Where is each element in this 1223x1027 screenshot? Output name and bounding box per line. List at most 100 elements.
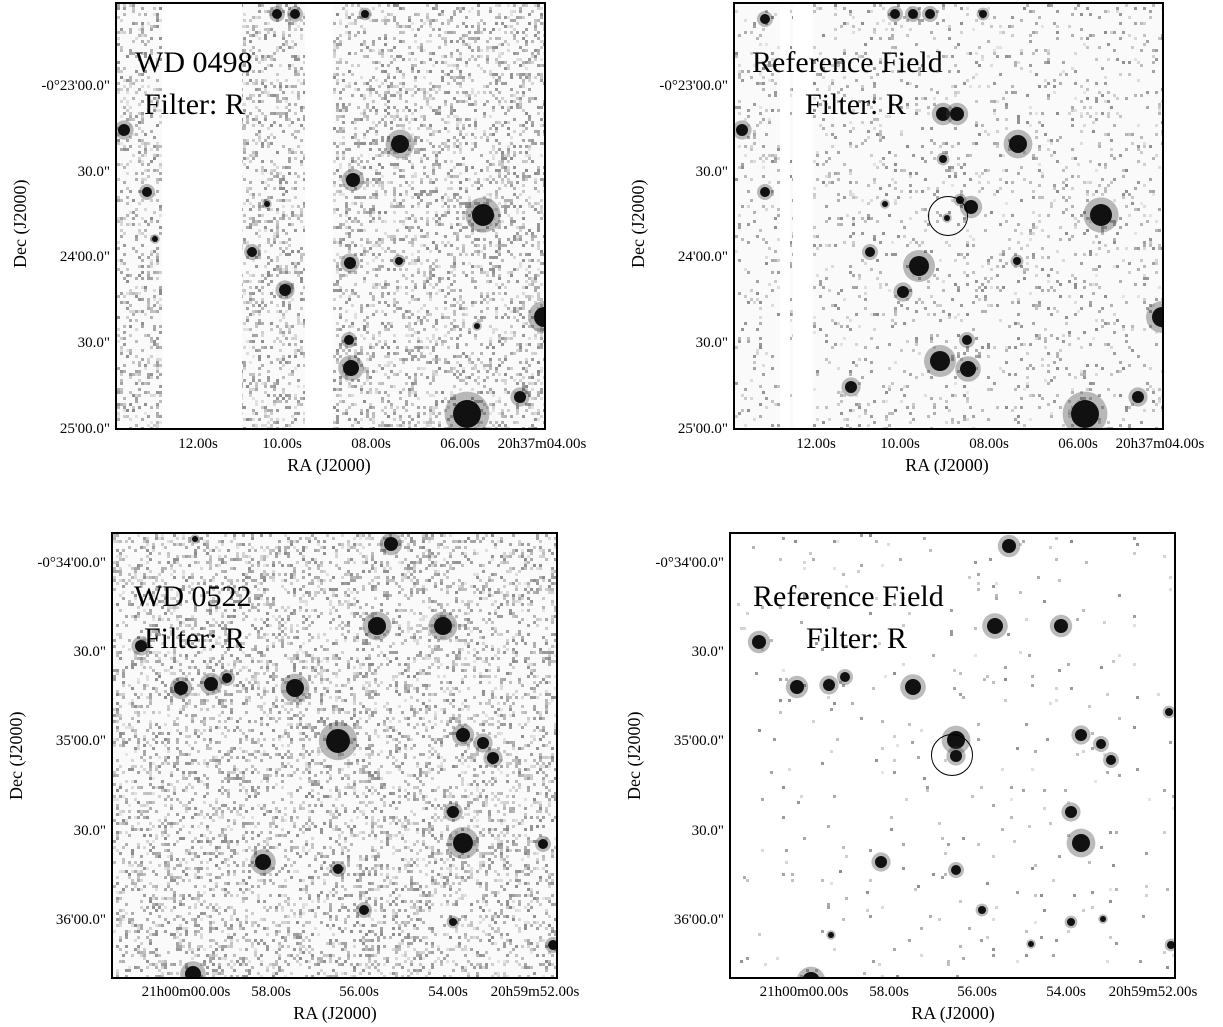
star <box>204 677 218 691</box>
star <box>909 256 929 276</box>
y-tick: 30.0" <box>73 644 106 660</box>
x-tick: 20h59m52.00s <box>1108 984 1198 1000</box>
y-tick: 35'00.0" <box>673 733 724 749</box>
chip-gap <box>305 4 333 428</box>
star <box>264 201 270 207</box>
star <box>760 187 770 197</box>
star <box>930 351 950 371</box>
star <box>453 400 481 428</box>
star <box>174 681 188 695</box>
star <box>962 335 972 345</box>
star <box>925 9 935 19</box>
y-tick: 24'00.0" <box>677 249 728 265</box>
object-label: WD 0522 <box>134 580 252 613</box>
star <box>346 173 360 187</box>
star <box>477 737 489 749</box>
star <box>255 854 271 870</box>
x-tick: 54.00s <box>428 984 468 1000</box>
x-tick: 56.00s <box>339 984 379 1000</box>
star <box>845 381 857 393</box>
y-tick: 25'00.0" <box>59 421 110 437</box>
star <box>897 286 909 298</box>
star <box>1054 619 1068 633</box>
star <box>964 200 978 214</box>
star <box>979 10 987 18</box>
chip-gap <box>162 4 242 428</box>
star <box>1106 755 1116 765</box>
star <box>391 135 409 153</box>
star <box>1072 834 1090 852</box>
star <box>875 856 887 868</box>
star <box>951 865 961 875</box>
y-axis-label: Dec (J2000) <box>628 179 648 268</box>
x-tick: 21h00m00.00s <box>141 984 231 1000</box>
image-frame-top-left <box>115 2 546 430</box>
x-tick: 56.00s <box>957 984 997 1000</box>
y-axis-label: Dec (J2000) <box>6 711 26 800</box>
x-tick: 10.00s <box>880 436 920 452</box>
star <box>434 617 452 635</box>
y-tick: 30.0" <box>691 644 724 660</box>
star <box>1152 307 1162 327</box>
star <box>1132 391 1144 403</box>
y-tick: 36'00.0" <box>673 912 724 928</box>
star <box>247 247 257 257</box>
star <box>890 9 900 19</box>
y-tick: 30.0" <box>695 164 728 180</box>
star <box>960 361 976 377</box>
y-tick: 24'00.0" <box>59 249 110 265</box>
star <box>474 323 480 329</box>
star <box>905 679 921 695</box>
star <box>185 966 201 977</box>
x-axis-label: RA (J2000) <box>911 1003 995 1023</box>
x-tick: 06.00s <box>440 436 480 452</box>
star <box>538 839 548 849</box>
x-tick: 20h37m04.00s <box>1115 436 1205 452</box>
chip-gap <box>780 4 790 428</box>
target-circle-marker <box>931 734 973 776</box>
star <box>384 537 398 551</box>
x-tick: 08.00s <box>969 436 1009 452</box>
star <box>487 752 499 764</box>
star <box>790 680 804 694</box>
chip-gap <box>793 4 813 428</box>
star <box>1065 806 1077 818</box>
star <box>823 679 835 691</box>
y-tick: 36'00.0" <box>55 912 106 928</box>
object-label: WD 0498 <box>135 46 253 79</box>
y-tick: 30.0" <box>77 164 110 180</box>
x-tick: 58.00s <box>869 984 909 1000</box>
noise-layer <box>737 534 1174 977</box>
star <box>936 107 950 121</box>
star <box>1028 941 1034 947</box>
star <box>882 201 888 207</box>
x-tick: 21h00m00.00s <box>759 984 849 1000</box>
star-field-bottom-left <box>113 534 556 977</box>
y-tick: 30.0" <box>691 823 724 839</box>
star <box>361 10 369 18</box>
star <box>840 672 850 682</box>
star <box>447 806 459 818</box>
filter-label: Filter: R <box>144 88 245 121</box>
star-field-top-right <box>735 4 1162 428</box>
star <box>760 14 770 24</box>
star <box>344 335 354 345</box>
y-axis-label: Dec (J2000) <box>624 711 644 800</box>
star <box>453 833 473 853</box>
x-tick: 12.00s <box>178 436 218 452</box>
star <box>802 972 820 977</box>
noise-layer <box>117 4 544 428</box>
star <box>908 9 918 19</box>
star <box>1075 729 1087 741</box>
star <box>548 940 556 950</box>
x-tick: 06.00s <box>1058 436 1098 452</box>
y-tick: -0°23'00.0" <box>41 78 110 94</box>
star <box>290 9 300 19</box>
star <box>222 673 232 683</box>
star <box>359 905 369 915</box>
x-tick: 20h37m04.00s <box>497 436 587 452</box>
star <box>1009 135 1027 153</box>
y-tick: -0°34'00.0" <box>655 555 724 571</box>
x-tick: 20h59m52.00s <box>490 984 580 1000</box>
star <box>1165 708 1173 716</box>
